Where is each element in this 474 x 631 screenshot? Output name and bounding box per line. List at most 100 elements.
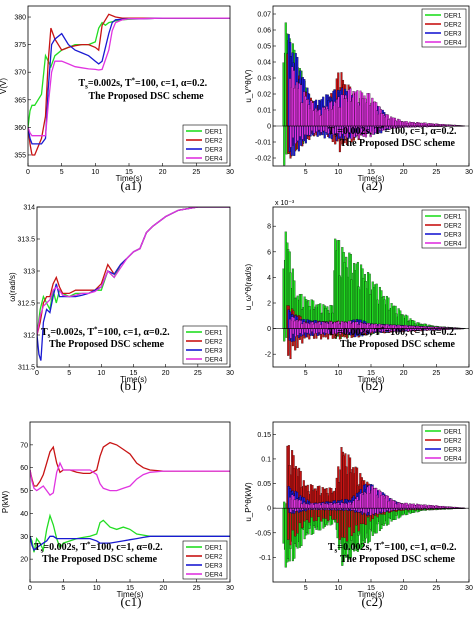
x-tick-label: 5 <box>61 585 65 592</box>
annotation-params-rest: =100, c=1, α=0.2. <box>98 327 171 338</box>
legend-label-der1: DER1 <box>444 429 462 436</box>
series-line-der3 <box>30 535 230 552</box>
legend-label-der2: DER2 <box>444 223 462 230</box>
legend-label-der1: DER1 <box>205 330 223 337</box>
bar <box>357 508 361 513</box>
bar <box>310 328 313 332</box>
annotation-params-sup: * <box>381 326 385 334</box>
x-tick-label: 15 <box>125 169 133 176</box>
bar <box>292 328 295 335</box>
annotation-scheme: The Proposed DSC scheme <box>340 554 456 565</box>
plot-body <box>273 231 469 360</box>
annotation-params-sup: * <box>87 541 91 549</box>
x-axis-label: Time(s) <box>116 174 143 183</box>
bar <box>299 125 302 137</box>
bar <box>325 328 328 334</box>
bar <box>355 508 358 511</box>
bar <box>353 508 356 511</box>
y-axis-label: V(V) <box>0 78 8 94</box>
bar <box>310 125 313 131</box>
legend-label-der3: DER3 <box>444 447 462 454</box>
plot-body <box>28 13 230 156</box>
annotation-params-mid: =0.002s, T <box>88 78 132 89</box>
y-tick-label: 0.06 <box>257 28 271 35</box>
legend-label-der2: DER2 <box>205 554 223 561</box>
legend-label-der2: DER2 <box>205 339 223 346</box>
y-tick-label: 312.5 <box>17 301 35 308</box>
bar <box>312 508 316 522</box>
series-line-der1 <box>30 513 230 553</box>
x-tick-label: 5 <box>304 370 308 377</box>
bar <box>350 508 353 511</box>
legend: DER1 DER2 DER3 DER4 <box>421 8 467 48</box>
bar <box>341 508 344 538</box>
bar <box>320 125 323 133</box>
bar <box>283 125 286 166</box>
series-line-der4 <box>30 461 230 496</box>
bar <box>386 508 389 511</box>
annotation-params-sub: s <box>41 547 44 555</box>
bar <box>374 508 377 514</box>
bar <box>393 508 396 511</box>
bar <box>322 328 325 333</box>
y-tick-label: 0.02 <box>257 92 271 99</box>
bar <box>376 508 379 515</box>
legend: DER1 DER2 DER3 DER4 <box>182 540 228 580</box>
bar <box>301 508 304 511</box>
x-tick-label: 30 <box>226 585 234 592</box>
x-tick-label: 20 <box>400 370 408 377</box>
x-tick-label: 10 <box>334 585 342 592</box>
y-tick-label: 0.01 <box>257 108 271 115</box>
y-tick-label: 0.1 <box>261 456 271 463</box>
bar <box>322 125 325 132</box>
annotation-params-t: T <box>328 126 335 137</box>
bar <box>315 328 318 334</box>
plot-body <box>37 207 230 361</box>
legend: DER1 DER2 DER3 DER4 <box>182 325 228 365</box>
annotation-params-mid: =0.002s, T <box>337 327 381 338</box>
y-tick-label: 365 <box>14 97 26 104</box>
bar <box>346 508 349 511</box>
x-tick-label: 30 <box>465 169 473 176</box>
annotation-params-sup: * <box>94 326 98 334</box>
legend-label-der3: DER3 <box>205 147 223 154</box>
bar <box>289 125 292 148</box>
chart-c2: 5 10 15 20 25 30 -0.1 -0.05 0 0.05 0.1 0.15 Time(s) u… <box>244 421 473 609</box>
panel-caption: (b1) <box>120 378 142 393</box>
annotation-params-t: T <box>79 78 86 89</box>
annotation-params-rest: =100, c=1, α=0.2. <box>91 542 164 553</box>
chart-c1: 0 5 10 15 20 25 30 20 30 40 50 60 70 Time(s) P(kW) DER1… <box>1 421 234 609</box>
annotation-params: Ts=0.002s, T*=100, c=1, α=0.2. <box>41 326 170 340</box>
legend-label-der3: DER3 <box>205 563 223 570</box>
series-line-der4 <box>28 17 230 137</box>
x-tick-label: 15 <box>367 585 375 592</box>
y-tick-label: 0.03 <box>257 76 271 83</box>
bar <box>381 508 384 513</box>
annotation-params: Ts=0.002s, T*=100, c=1, α=0.2. <box>328 326 457 340</box>
y-axis-label: P(kW) <box>1 491 10 514</box>
plot-body <box>30 441 230 553</box>
y-tick-label: 8 <box>267 224 271 231</box>
legend: DER1 DER2 DER3 DER4 <box>421 424 467 464</box>
legend-label-der3: DER3 <box>444 232 462 239</box>
x-tick-label: 15 <box>367 370 375 377</box>
x-axis-label: Time(s) <box>358 375 385 384</box>
legend-label-der1: DER1 <box>205 129 223 136</box>
series-line-der4 <box>37 207 230 336</box>
bar <box>339 508 342 511</box>
annotation-params: Ts=0.002s, T*=100, c=1, α=0.2. <box>328 125 457 139</box>
x-tick-label: 25 <box>432 169 440 176</box>
annotation-params-t: T <box>328 327 335 338</box>
bar <box>317 328 321 333</box>
y-tick-label: -0.1 <box>259 555 271 562</box>
annotation-scheme: The Proposed DSC scheme <box>340 138 456 149</box>
annotation-params-mid: =0.002s, T <box>50 327 94 338</box>
bar <box>320 508 323 522</box>
bar <box>313 328 316 334</box>
annotation-params-mid: =0.002s, T <box>43 542 87 553</box>
bar <box>303 328 306 333</box>
bar <box>364 508 368 515</box>
y-tick-label: 375 <box>14 42 26 49</box>
x-tick-label: 5 <box>304 585 308 592</box>
